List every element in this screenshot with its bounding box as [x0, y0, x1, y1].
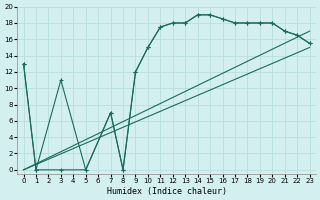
- X-axis label: Humidex (Indice chaleur): Humidex (Indice chaleur): [107, 187, 227, 196]
